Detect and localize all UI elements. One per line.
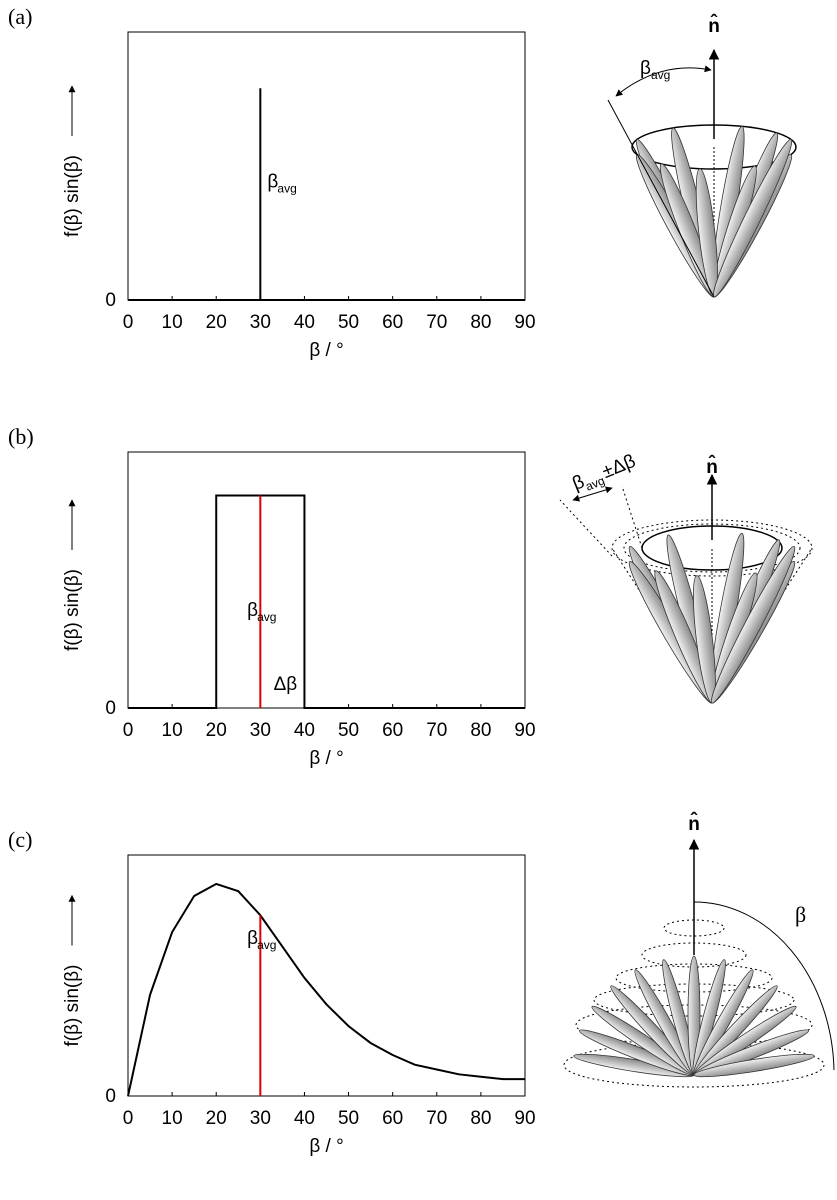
petal — [693, 1053, 815, 1078]
data-line — [127, 882, 525, 1097]
angle-label-suffix: ±Δβ — [599, 451, 639, 483]
angle-arrow — [572, 486, 613, 502]
angle-label-sub: avg — [651, 68, 670, 82]
x-tick-label: 20 — [206, 312, 227, 333]
x-tick-label: 20 — [206, 1108, 227, 1129]
y-tick-label: 0 — [105, 698, 116, 719]
x-tick-label: 20 — [206, 720, 227, 741]
x-tick-label: 70 — [426, 312, 447, 333]
annotation-sub: avg — [257, 938, 276, 952]
x-tick-label: 0 — [123, 312, 134, 333]
x-tick-label: 40 — [294, 312, 315, 333]
x-tick-label: 30 — [250, 1108, 271, 1129]
annotation: β — [247, 600, 258, 621]
x-tick-label: 90 — [514, 1108, 535, 1129]
x-tick-label: 90 — [514, 720, 535, 741]
dotted-ring — [663, 919, 725, 937]
plot-frame — [127, 451, 526, 709]
x-tick-label: 60 — [382, 312, 403, 333]
x-tick-label: 80 — [470, 312, 491, 333]
x-tick-label: 10 — [162, 312, 183, 333]
x-axis-label: β / ° — [309, 1136, 343, 1157]
angle-label: β — [640, 58, 651, 79]
data-line — [128, 88, 525, 301]
dotted-ring — [563, 1042, 825, 1088]
panel-label: (b) — [8, 424, 34, 449]
panel-label: (a) — [8, 4, 32, 29]
x-tick-label: 60 — [382, 1108, 403, 1129]
x-tick-label: 40 — [294, 720, 315, 741]
x-tick-label: 70 — [426, 1108, 447, 1129]
x-tick-label: 90 — [514, 312, 535, 333]
angle-arc — [693, 901, 835, 1071]
y-axis-label: f(β) sin(β) — [62, 569, 83, 651]
angle-label-sub: avg — [584, 473, 607, 493]
x-tick-label: 70 — [426, 720, 447, 741]
annotation: β — [247, 928, 258, 949]
normal-label: n̂ — [688, 813, 700, 835]
y-axis-label: f(β) sin(β) — [62, 964, 83, 1046]
x-tick-label: 80 — [470, 720, 491, 741]
x-axis-label: β / ° — [309, 340, 343, 361]
annotation: β — [267, 171, 278, 192]
panel-label: (c) — [8, 827, 32, 852]
x-tick-label: 50 — [338, 1108, 359, 1129]
angle-arc — [615, 65, 712, 97]
annotation-sub: avg — [257, 610, 276, 624]
y-tick-label: 0 — [105, 1086, 116, 1107]
x-tick-label: 30 — [250, 312, 271, 333]
y-axis-label: f(β) sin(β) — [62, 155, 83, 237]
annotation-sub: avg — [277, 181, 296, 195]
x-tick-label: 50 — [338, 312, 359, 333]
x-axis-label: β / ° — [309, 748, 343, 769]
x-tick-label: 10 — [162, 1108, 183, 1129]
x-tick-label: 30 — [250, 720, 271, 741]
x-tick-label: 60 — [382, 720, 403, 741]
plot-frame — [127, 31, 526, 301]
data-line — [128, 494, 525, 709]
x-tick-label: 80 — [470, 1108, 491, 1129]
dotted-ring — [575, 1004, 813, 1046]
cone-side — [621, 485, 643, 549]
x-tick-label: 10 — [162, 720, 183, 741]
cone-side — [607, 99, 715, 298]
x-tick-label: 0 — [123, 720, 134, 741]
cone-side — [559, 499, 613, 557]
x-tick-label: 0 — [123, 1108, 134, 1129]
normal-label: n̂ — [708, 15, 720, 37]
annotation: Δβ — [274, 674, 298, 695]
angle-label: β — [795, 902, 806, 927]
normal-label: n̂ — [706, 456, 718, 478]
petal — [710, 545, 796, 704]
x-tick-label: 40 — [294, 1108, 315, 1129]
plot-frame — [127, 854, 526, 1097]
y-tick-label: 0 — [105, 290, 116, 311]
x-tick-label: 50 — [338, 720, 359, 741]
